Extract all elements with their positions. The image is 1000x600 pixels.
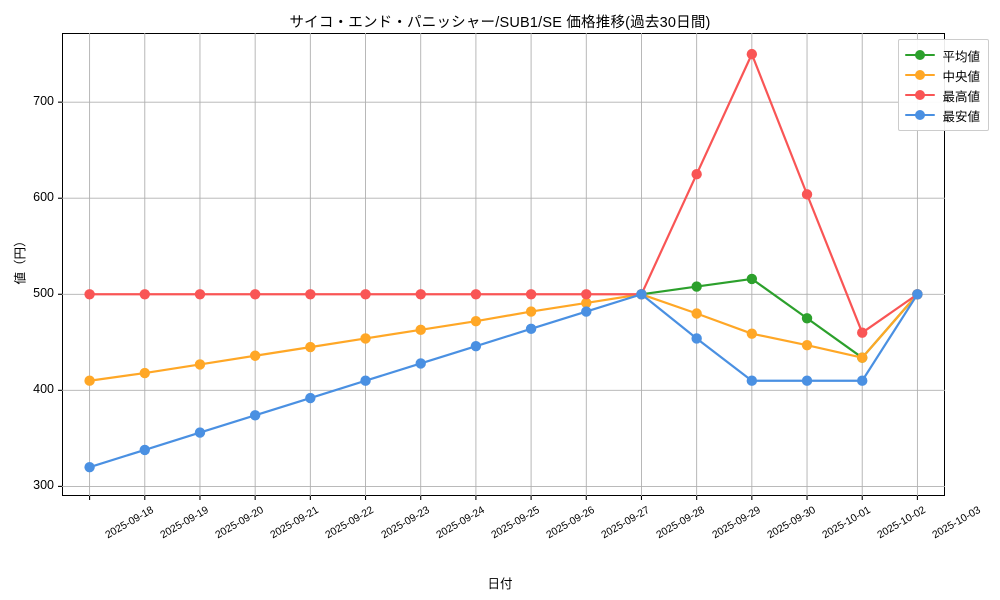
chart-legend: 平均値中央値最高値最安値 [898, 39, 989, 131]
legend-label: 中央値 [942, 69, 980, 84]
chart-gridlines [62, 33, 945, 496]
chart-series-0 [636, 273, 923, 363]
legend-item-2[interactable]: 最高値 [905, 85, 980, 105]
y-axis-tick-label: 500 [33, 286, 54, 301]
plot-area [62, 33, 945, 496]
chart-series-3 [84, 289, 923, 473]
legend-item-0[interactable]: 平均値 [905, 45, 980, 65]
x-axis-label: 日付 [487, 577, 513, 591]
legend-marker-icon [905, 68, 936, 82]
y-axis-tick-label: 400 [33, 382, 54, 397]
axis-tick-marks [58, 101, 918, 500]
legend-item-3[interactable]: 最安値 [905, 105, 980, 125]
legend-label: 最安値 [942, 109, 980, 124]
page-title: サイコ・エンド・パニッシャー/SUB1/SE 価格推移(過去30日間) [289, 15, 711, 31]
y-axis-tick-label: 700 [33, 94, 54, 109]
legend-label: 最高値 [942, 89, 980, 104]
legend-label: 平均値 [942, 49, 980, 64]
legend-marker-icon [905, 88, 936, 102]
y-axis-tick-label: 600 [33, 190, 54, 205]
legend-marker-icon [905, 108, 936, 122]
legend-marker-icon [905, 48, 936, 62]
legend-item-1[interactable]: 中央値 [905, 65, 980, 85]
y-axis-tick-label: 300 [33, 478, 54, 493]
